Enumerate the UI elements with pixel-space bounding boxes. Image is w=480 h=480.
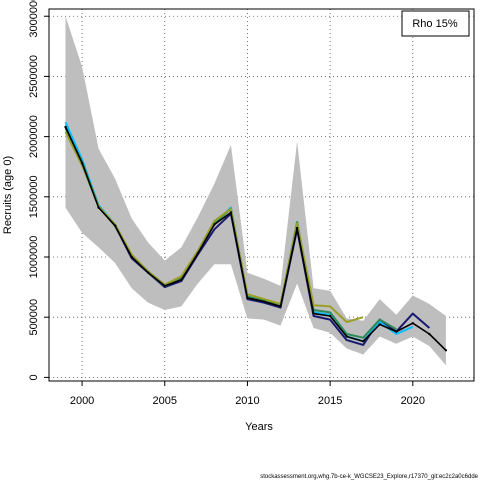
x-tick-label: 2020	[401, 395, 425, 407]
series-point	[328, 314, 332, 318]
x-tick-label: 2000	[70, 395, 94, 407]
series-point	[428, 332, 431, 336]
series-point	[295, 226, 299, 230]
x-tick-label: 2015	[318, 395, 342, 407]
y-tick-label: 2000000	[28, 115, 40, 158]
y-tick-label: 0	[28, 374, 40, 380]
series-point	[163, 284, 166, 288]
legend-box	[401, 10, 470, 37]
series-point	[378, 323, 381, 326]
series-point	[262, 300, 266, 303]
series-line-1	[64, 126, 447, 351]
y-tick-label: 2500000	[28, 55, 40, 98]
legend: Rho 15%	[401, 10, 470, 37]
series-point	[147, 271, 150, 274]
x-tick-label: 2010	[235, 395, 259, 407]
confidence-band	[65, 16, 446, 366]
y-axis-title: Recruits (age 0)	[2, 156, 14, 234]
y-axis: 0 500000 1000000 1500000 2000000 2500000 30000…	[28, 0, 49, 380]
x-tick-label: 2005	[153, 395, 177, 407]
series-point	[80, 161, 84, 165]
source-caption: stockassessment.org,whg.7b-ce-k_WGCSE23_…	[260, 474, 478, 480]
series-point	[113, 224, 117, 227]
series-point	[395, 330, 398, 333]
series-point	[196, 252, 200, 255]
x-axis-title: Years	[245, 421, 273, 433]
y-tick-label: 500000	[28, 299, 40, 336]
series-point	[279, 305, 282, 308]
series-point	[345, 335, 348, 338]
series-point	[130, 255, 133, 259]
series-point	[444, 349, 448, 352]
series-point	[64, 125, 67, 129]
series-lines	[64, 121, 448, 352]
series-point	[246, 296, 249, 300]
y-tick-label: 1000000	[28, 236, 40, 279]
series-point	[229, 211, 233, 214]
series-point	[97, 206, 100, 209]
series-point	[411, 322, 415, 325]
x-axis: 2000 2005 2010 2015 2020	[70, 381, 425, 407]
series-point	[213, 223, 216, 226]
y-tick-label: 1500000	[28, 175, 40, 218]
series-point	[312, 312, 315, 315]
series-point	[362, 340, 365, 343]
y-tick-label: 3000000	[28, 0, 40, 38]
series-point	[180, 278, 183, 282]
legend-text: Rho 15%	[412, 18, 457, 30]
plot-frame	[48, 8, 475, 382]
